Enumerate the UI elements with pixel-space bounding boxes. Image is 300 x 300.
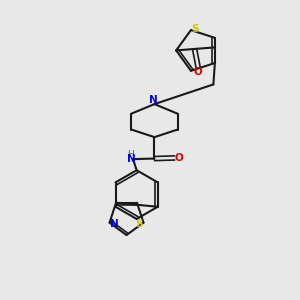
Text: N: N <box>127 154 135 164</box>
Text: H: H <box>128 150 134 159</box>
Text: S: S <box>135 219 142 229</box>
Text: N: N <box>110 219 119 229</box>
Text: S: S <box>191 25 199 34</box>
Text: O: O <box>175 153 184 163</box>
Text: N: N <box>149 95 158 105</box>
Text: O: O <box>194 67 203 77</box>
